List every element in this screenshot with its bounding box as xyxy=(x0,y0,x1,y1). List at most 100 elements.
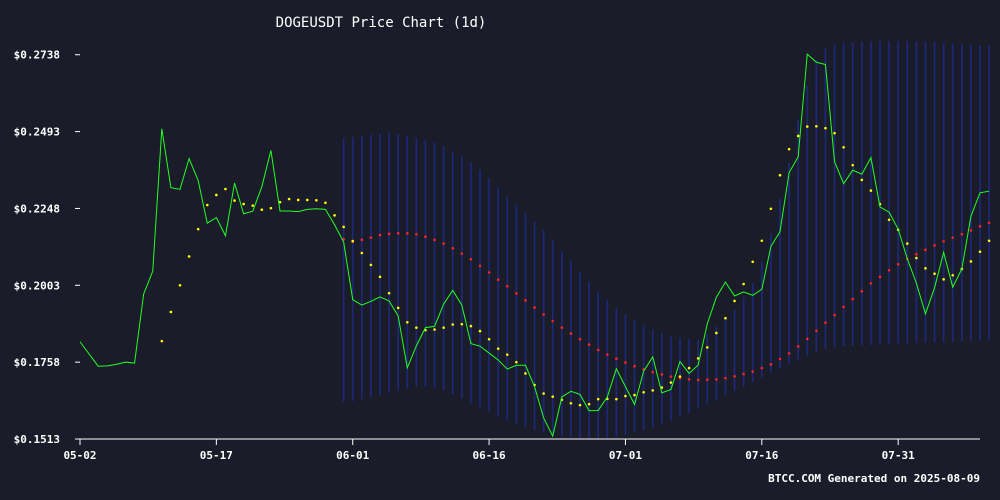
fast-average-point xyxy=(933,272,936,275)
fast-average-point xyxy=(396,306,400,310)
slow-average-point xyxy=(560,326,564,329)
slow-average-point xyxy=(478,264,482,268)
fast-average-point xyxy=(987,239,991,243)
fast-average-point xyxy=(387,291,391,295)
slow-average-point xyxy=(415,232,418,236)
slow-average-point xyxy=(769,363,773,366)
fast-average-point xyxy=(433,328,436,331)
fast-average-point xyxy=(596,397,600,401)
fast-average-point xyxy=(505,353,509,356)
x-tick-label: 07-31 xyxy=(882,449,915,462)
slow-average-point xyxy=(424,235,427,238)
slow-average-point xyxy=(851,297,855,301)
slow-average-point xyxy=(760,366,764,370)
fast-average-point xyxy=(578,403,582,407)
fast-average-point xyxy=(451,323,455,326)
fast-average-point xyxy=(224,187,227,191)
fast-average-point xyxy=(869,189,873,192)
slow-average-point xyxy=(624,361,627,364)
fast-average-point xyxy=(351,239,355,243)
fast-average-point xyxy=(787,147,791,151)
slow-average-point xyxy=(533,306,536,309)
slow-average-point xyxy=(515,292,518,295)
fast-average-point xyxy=(924,267,927,270)
slow-average-point xyxy=(505,284,509,288)
slow-average-point xyxy=(715,378,718,381)
fast-average-point xyxy=(724,316,727,320)
slow-average-point xyxy=(378,233,382,237)
slow-average-point xyxy=(969,229,973,232)
slow-average-point xyxy=(587,343,591,346)
slow-average-point xyxy=(578,337,582,341)
fast-average-point xyxy=(651,389,655,392)
fast-average-point xyxy=(942,278,945,281)
fast-average-point xyxy=(460,322,464,326)
slow-average-point xyxy=(742,372,745,376)
y-tick-label: $0.1758 xyxy=(14,356,60,369)
x-tick-label: 07-01 xyxy=(609,449,642,462)
slow-average-point xyxy=(833,313,836,317)
fast-average-point xyxy=(951,273,955,277)
slow-average-point xyxy=(542,313,545,316)
slow-average-point xyxy=(815,329,818,333)
slow-average-point xyxy=(396,231,400,235)
fast-average-point xyxy=(469,324,473,328)
slow-average-point xyxy=(605,353,609,356)
fast-average-point xyxy=(542,392,545,395)
slow-average-point xyxy=(942,240,945,243)
fast-average-point xyxy=(233,199,236,202)
fast-average-point xyxy=(733,299,736,303)
slow-average-point xyxy=(369,236,373,239)
fast-average-point xyxy=(587,402,591,406)
y-axis-ticks: $0.1513 $0.1758 $0.2003 $0.2248 $0.2493 $0.27… xyxy=(14,49,80,446)
fast-average-point xyxy=(478,329,482,333)
slow-average-point xyxy=(896,262,900,266)
fast-average-point xyxy=(260,208,264,212)
fast-average-point xyxy=(705,346,709,349)
fast-average-point xyxy=(524,372,527,375)
fast-average-point xyxy=(633,393,636,397)
fast-average-point xyxy=(969,260,973,263)
slow-average-point xyxy=(651,370,655,374)
slow-average-point xyxy=(433,238,436,242)
fast-average-point xyxy=(569,401,573,405)
fast-average-point xyxy=(824,126,827,130)
fast-average-point xyxy=(315,198,318,202)
fast-average-point xyxy=(269,206,273,210)
slow-average-point xyxy=(469,257,473,261)
x-tick-label: 05-17 xyxy=(200,449,233,462)
fast-average-point xyxy=(796,134,800,138)
x-tick-label: 05-02 xyxy=(63,449,96,462)
slow-average-point xyxy=(796,345,800,348)
fast-average-point xyxy=(978,250,982,254)
fast-average-point xyxy=(624,394,627,398)
fast-average-point xyxy=(324,201,327,205)
fast-average-point xyxy=(915,256,918,260)
x-tick-label: 06-01 xyxy=(336,449,369,462)
slow-average-point xyxy=(842,305,845,309)
slow-average-point xyxy=(951,236,955,239)
fast-average-point xyxy=(278,200,282,204)
slow-average-point xyxy=(487,271,491,274)
slow-average-point xyxy=(360,238,364,242)
fast-average-point xyxy=(905,242,909,245)
fast-average-point xyxy=(442,326,445,329)
fast-average-point xyxy=(342,225,345,229)
fast-average-point xyxy=(496,347,500,350)
fast-average-point xyxy=(360,251,364,255)
fast-average-point xyxy=(660,386,664,389)
fast-average-point xyxy=(305,198,309,202)
slow-average-point xyxy=(687,378,691,381)
y-tick-label: $0.2738 xyxy=(14,49,60,62)
fast-average-point xyxy=(696,357,700,360)
fast-average-point xyxy=(187,255,191,258)
fast-average-point xyxy=(487,337,491,341)
fast-average-layer xyxy=(160,124,991,407)
y-tick-label: $0.1513 xyxy=(14,433,60,446)
fast-average-point xyxy=(887,218,891,222)
slow-average-point xyxy=(869,282,873,285)
slow-average-point xyxy=(860,289,864,293)
fast-average-point xyxy=(687,366,691,370)
